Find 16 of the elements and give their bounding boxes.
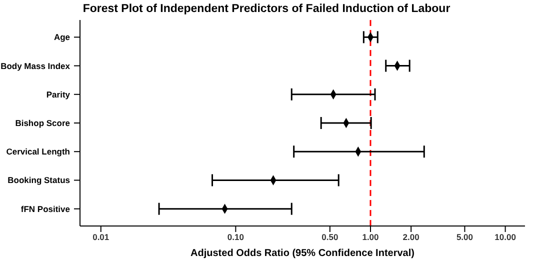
x-tick-label: 0.50 (322, 232, 338, 242)
y-tick-label: Cervical Length (6, 146, 70, 157)
x-tick-label: 5.00 (456, 232, 474, 242)
y-tick-label: Parity (46, 89, 70, 100)
x-axis-title: Adjusted Odds Ratio (95% Confidence Interval) (190, 248, 414, 259)
y-tick-label: fFN Positive (20, 204, 70, 214)
y-tick-label: Body Mass Index (0, 60, 70, 71)
y-tick-label: Booking Status (8, 175, 70, 186)
chart-title: Forest Plot of Independent Predictors of Failed Induction of Labour (82, 3, 452, 15)
y-tick-label: Bishop Score (15, 118, 70, 128)
x-tick-label: 0.01 (92, 232, 110, 242)
x-tick-label: 2.00 (402, 232, 420, 242)
x-tick-label: 1.00 (362, 232, 380, 242)
x-tick-label: 0.10 (227, 232, 244, 242)
x-tick-label: 10.00 (494, 232, 516, 242)
y-tick-label: Age (54, 32, 70, 42)
